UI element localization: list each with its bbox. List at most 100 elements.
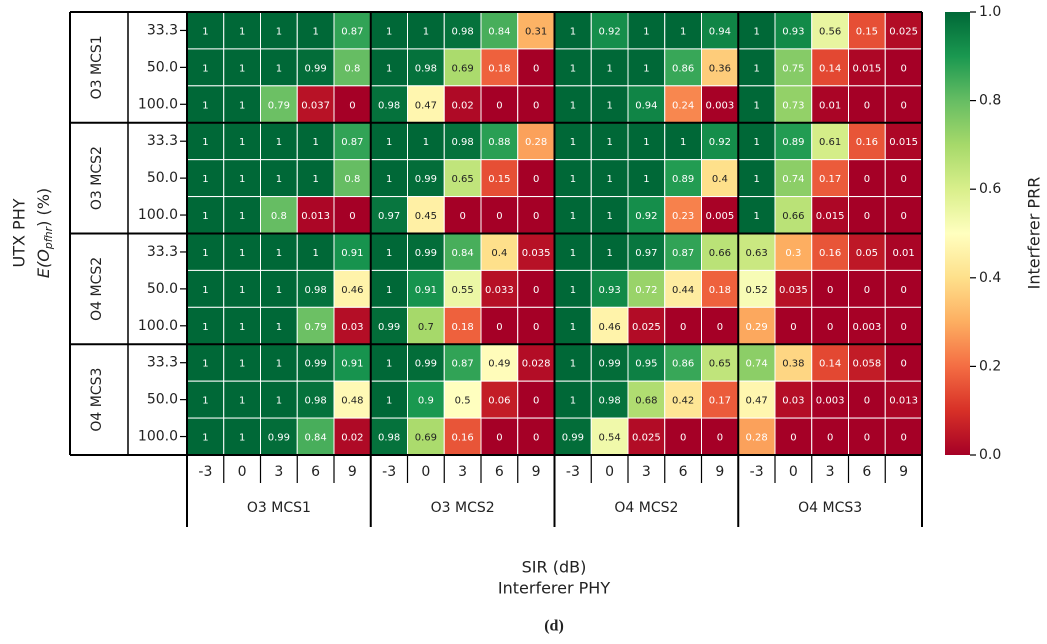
cell-label: 0.87: [341, 26, 363, 37]
heatmap-cell: [627, 85, 666, 124]
cell-label: 0.94: [635, 100, 657, 111]
cell-label: 0.15: [488, 174, 510, 185]
cell-label: 0.98: [451, 137, 473, 148]
heatmap-cell: [296, 159, 335, 198]
heatmap-cell: [443, 85, 482, 124]
cell-label: 0.79: [268, 100, 290, 111]
cell-label: 0.91: [415, 285, 437, 296]
cell-label: 0.52: [745, 285, 767, 296]
heatmap-cell: [517, 122, 555, 161]
cell-label: 0.65: [451, 174, 473, 185]
row-label: 33.3: [147, 244, 178, 260]
row-group-label: O3 MCS1: [89, 35, 105, 99]
cell-label: 0.92: [598, 26, 620, 37]
cell-label: 0: [496, 211, 502, 222]
cell-label: 1: [753, 137, 759, 148]
col-label: 6: [862, 464, 871, 480]
cell-label: 0.7: [418, 322, 434, 333]
heatmap-cell: [223, 48, 261, 87]
cell-label: 0.97: [378, 211, 400, 222]
heatmap-cell: [443, 306, 482, 345]
heatmap-cell: [811, 11, 849, 50]
cell-label: 0: [864, 174, 870, 185]
cell-label: 0.8: [271, 211, 287, 222]
cell-label: 0.99: [304, 63, 326, 74]
row-group-label: O4 MCS2: [89, 257, 105, 321]
cell-label: 0: [496, 322, 502, 333]
cell-label: 1: [570, 100, 576, 111]
cell-label: 1: [276, 26, 282, 37]
cell-label: 0.033: [485, 285, 514, 296]
cell-label: 1: [606, 100, 612, 111]
cell-label: 1: [202, 26, 208, 37]
cell-label: 0.015: [853, 63, 882, 74]
cell-label: 1: [386, 137, 392, 148]
cell-label: 1: [423, 26, 429, 37]
heatmap-cell: [701, 122, 739, 161]
row-label: 33.3: [147, 22, 178, 38]
cell-label: 1: [239, 174, 245, 185]
cell-label: 0.01: [892, 248, 914, 259]
cell-label: 0.72: [635, 285, 657, 296]
cell-label: 0.013: [301, 211, 330, 222]
heatmap-cell: [774, 11, 813, 50]
cell-label: 1: [276, 285, 282, 296]
heatmap-cell: [811, 159, 849, 198]
heatmap-cell: [848, 85, 886, 124]
cell-label: 1: [276, 359, 282, 370]
cell-label: 0.74: [745, 359, 767, 370]
cell-label: 0.013: [889, 396, 918, 407]
heatmap-cell: [701, 159, 739, 198]
col-label: 3: [458, 464, 467, 480]
cell-label: 1: [386, 359, 392, 370]
cell-label: 1: [680, 26, 686, 37]
cell-label: 0.38: [782, 359, 804, 370]
heatmap-cell: [664, 380, 702, 419]
heatmap-cell: [554, 343, 592, 382]
cell-label: 1: [570, 248, 576, 259]
cell-label: 0.75: [782, 63, 804, 74]
cell-label: 1: [312, 248, 318, 259]
cell-label: 0.03: [782, 396, 804, 407]
cell-label: 0.4: [712, 174, 728, 185]
row-label: 33.3: [147, 133, 178, 149]
cell-label: 1: [239, 285, 245, 296]
cell-label: 0: [900, 359, 906, 370]
col-label: 9: [348, 464, 357, 480]
x-axis-label: SIR (dB): [522, 558, 587, 577]
heatmap-cell: [737, 380, 776, 419]
colorbar-label: Interferer PRR: [1025, 177, 1044, 290]
heatmap-cell: [664, 343, 702, 382]
heatmap-cell: [260, 269, 298, 308]
cell-label: 0: [717, 433, 723, 444]
heatmap-cell: [774, 269, 813, 308]
cell-label: 1: [386, 285, 392, 296]
row-label: 100.0: [138, 429, 178, 445]
heatmap-cell: [186, 233, 225, 271]
cell-label: 1: [753, 63, 759, 74]
cell-label: 0.92: [709, 137, 731, 148]
heatmap-cell: [517, 196, 555, 234]
cell-label: 0.87: [341, 137, 363, 148]
heatmap-cell: [223, 380, 261, 419]
cell-label: 0: [717, 322, 723, 333]
cell-label: 1: [239, 100, 245, 111]
heatmap-cell: [223, 269, 261, 308]
cell-label: 1: [570, 211, 576, 222]
heatmap-cell: [186, 343, 225, 382]
col-label: 9: [715, 464, 724, 480]
row-label: 50.0: [147, 59, 178, 75]
cell-label: 0: [900, 63, 906, 74]
cell-label: 0: [827, 433, 833, 444]
heatmap-cell: [554, 159, 592, 198]
cell-label: 0.99: [268, 433, 290, 444]
cell-label: 1: [643, 63, 649, 74]
y-label-main: E(O: [34, 249, 53, 278]
heatmap-cell: [848, 306, 886, 345]
heatmap-cell: [590, 380, 629, 419]
col-label: 3: [826, 464, 835, 480]
heatmap-cell: [701, 343, 739, 382]
cell-label: 0.18: [488, 63, 510, 74]
heatmap-cell: [186, 122, 225, 161]
cell-label: 0.98: [451, 26, 473, 37]
